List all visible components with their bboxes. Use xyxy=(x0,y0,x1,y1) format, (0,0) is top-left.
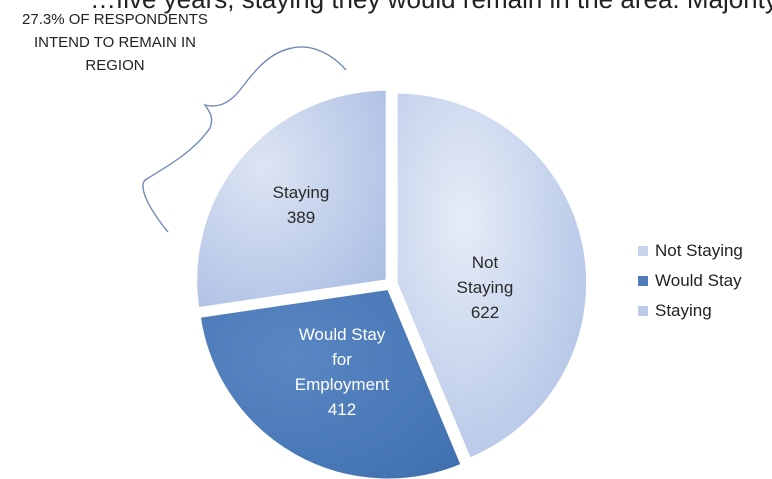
pie-slice-staying xyxy=(195,89,388,309)
slice-label-staying: Staying 389 xyxy=(272,183,330,227)
slice-label-not-staying: Not Staying 622 xyxy=(456,253,514,322)
callout-brace xyxy=(142,46,347,233)
callout-text: 27.3% OF RESPONDENTS INTEND TO REMAIN IN… xyxy=(22,11,208,74)
legend-swatch xyxy=(638,306,648,316)
legend-swatch xyxy=(638,246,648,256)
legend-item-would-stay: Would Stay xyxy=(638,266,743,296)
chart-legend: Not Staying Would Stay Staying xyxy=(638,236,743,326)
header-text-fragment: …five years, staying they would remain i… xyxy=(90,0,772,15)
legend-item-not-staying: Not Staying xyxy=(638,236,743,266)
slice-label-would-stay: Would Stay for Employment 412 xyxy=(294,325,390,419)
pie-slice-would-stay xyxy=(199,288,463,479)
legend-item-staying: Staying xyxy=(638,296,743,326)
pie-slice-not-staying xyxy=(396,92,588,460)
legend-swatch xyxy=(638,276,648,286)
